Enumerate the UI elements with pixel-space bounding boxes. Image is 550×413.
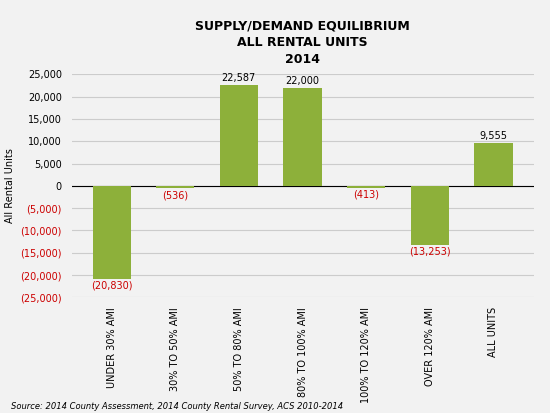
Bar <box>156 186 194 188</box>
Text: 9,555: 9,555 <box>480 131 508 141</box>
Y-axis label: All Rental Units: All Rental Units <box>4 148 15 223</box>
Bar <box>474 143 513 186</box>
Text: Source: 2014 County Assessment, 2014 County Rental Survey, ACS 2010-2014: Source: 2014 County Assessment, 2014 Cou… <box>11 402 343 411</box>
Text: (13,253): (13,253) <box>409 247 450 257</box>
Bar <box>92 186 131 279</box>
Bar <box>347 186 385 188</box>
Text: 22,587: 22,587 <box>222 74 256 83</box>
Text: (20,830): (20,830) <box>91 280 133 290</box>
Text: (413): (413) <box>353 190 379 199</box>
Bar <box>220 85 258 186</box>
Bar <box>411 186 449 245</box>
Text: (536): (536) <box>162 190 188 200</box>
Title: SUPPLY/DEMAND EQUILIBRIUM
ALL RENTAL UNITS
2014: SUPPLY/DEMAND EQUILIBRIUM ALL RENTAL UNI… <box>195 19 410 66</box>
Bar <box>283 88 322 186</box>
Text: 22,000: 22,000 <box>285 76 320 86</box>
